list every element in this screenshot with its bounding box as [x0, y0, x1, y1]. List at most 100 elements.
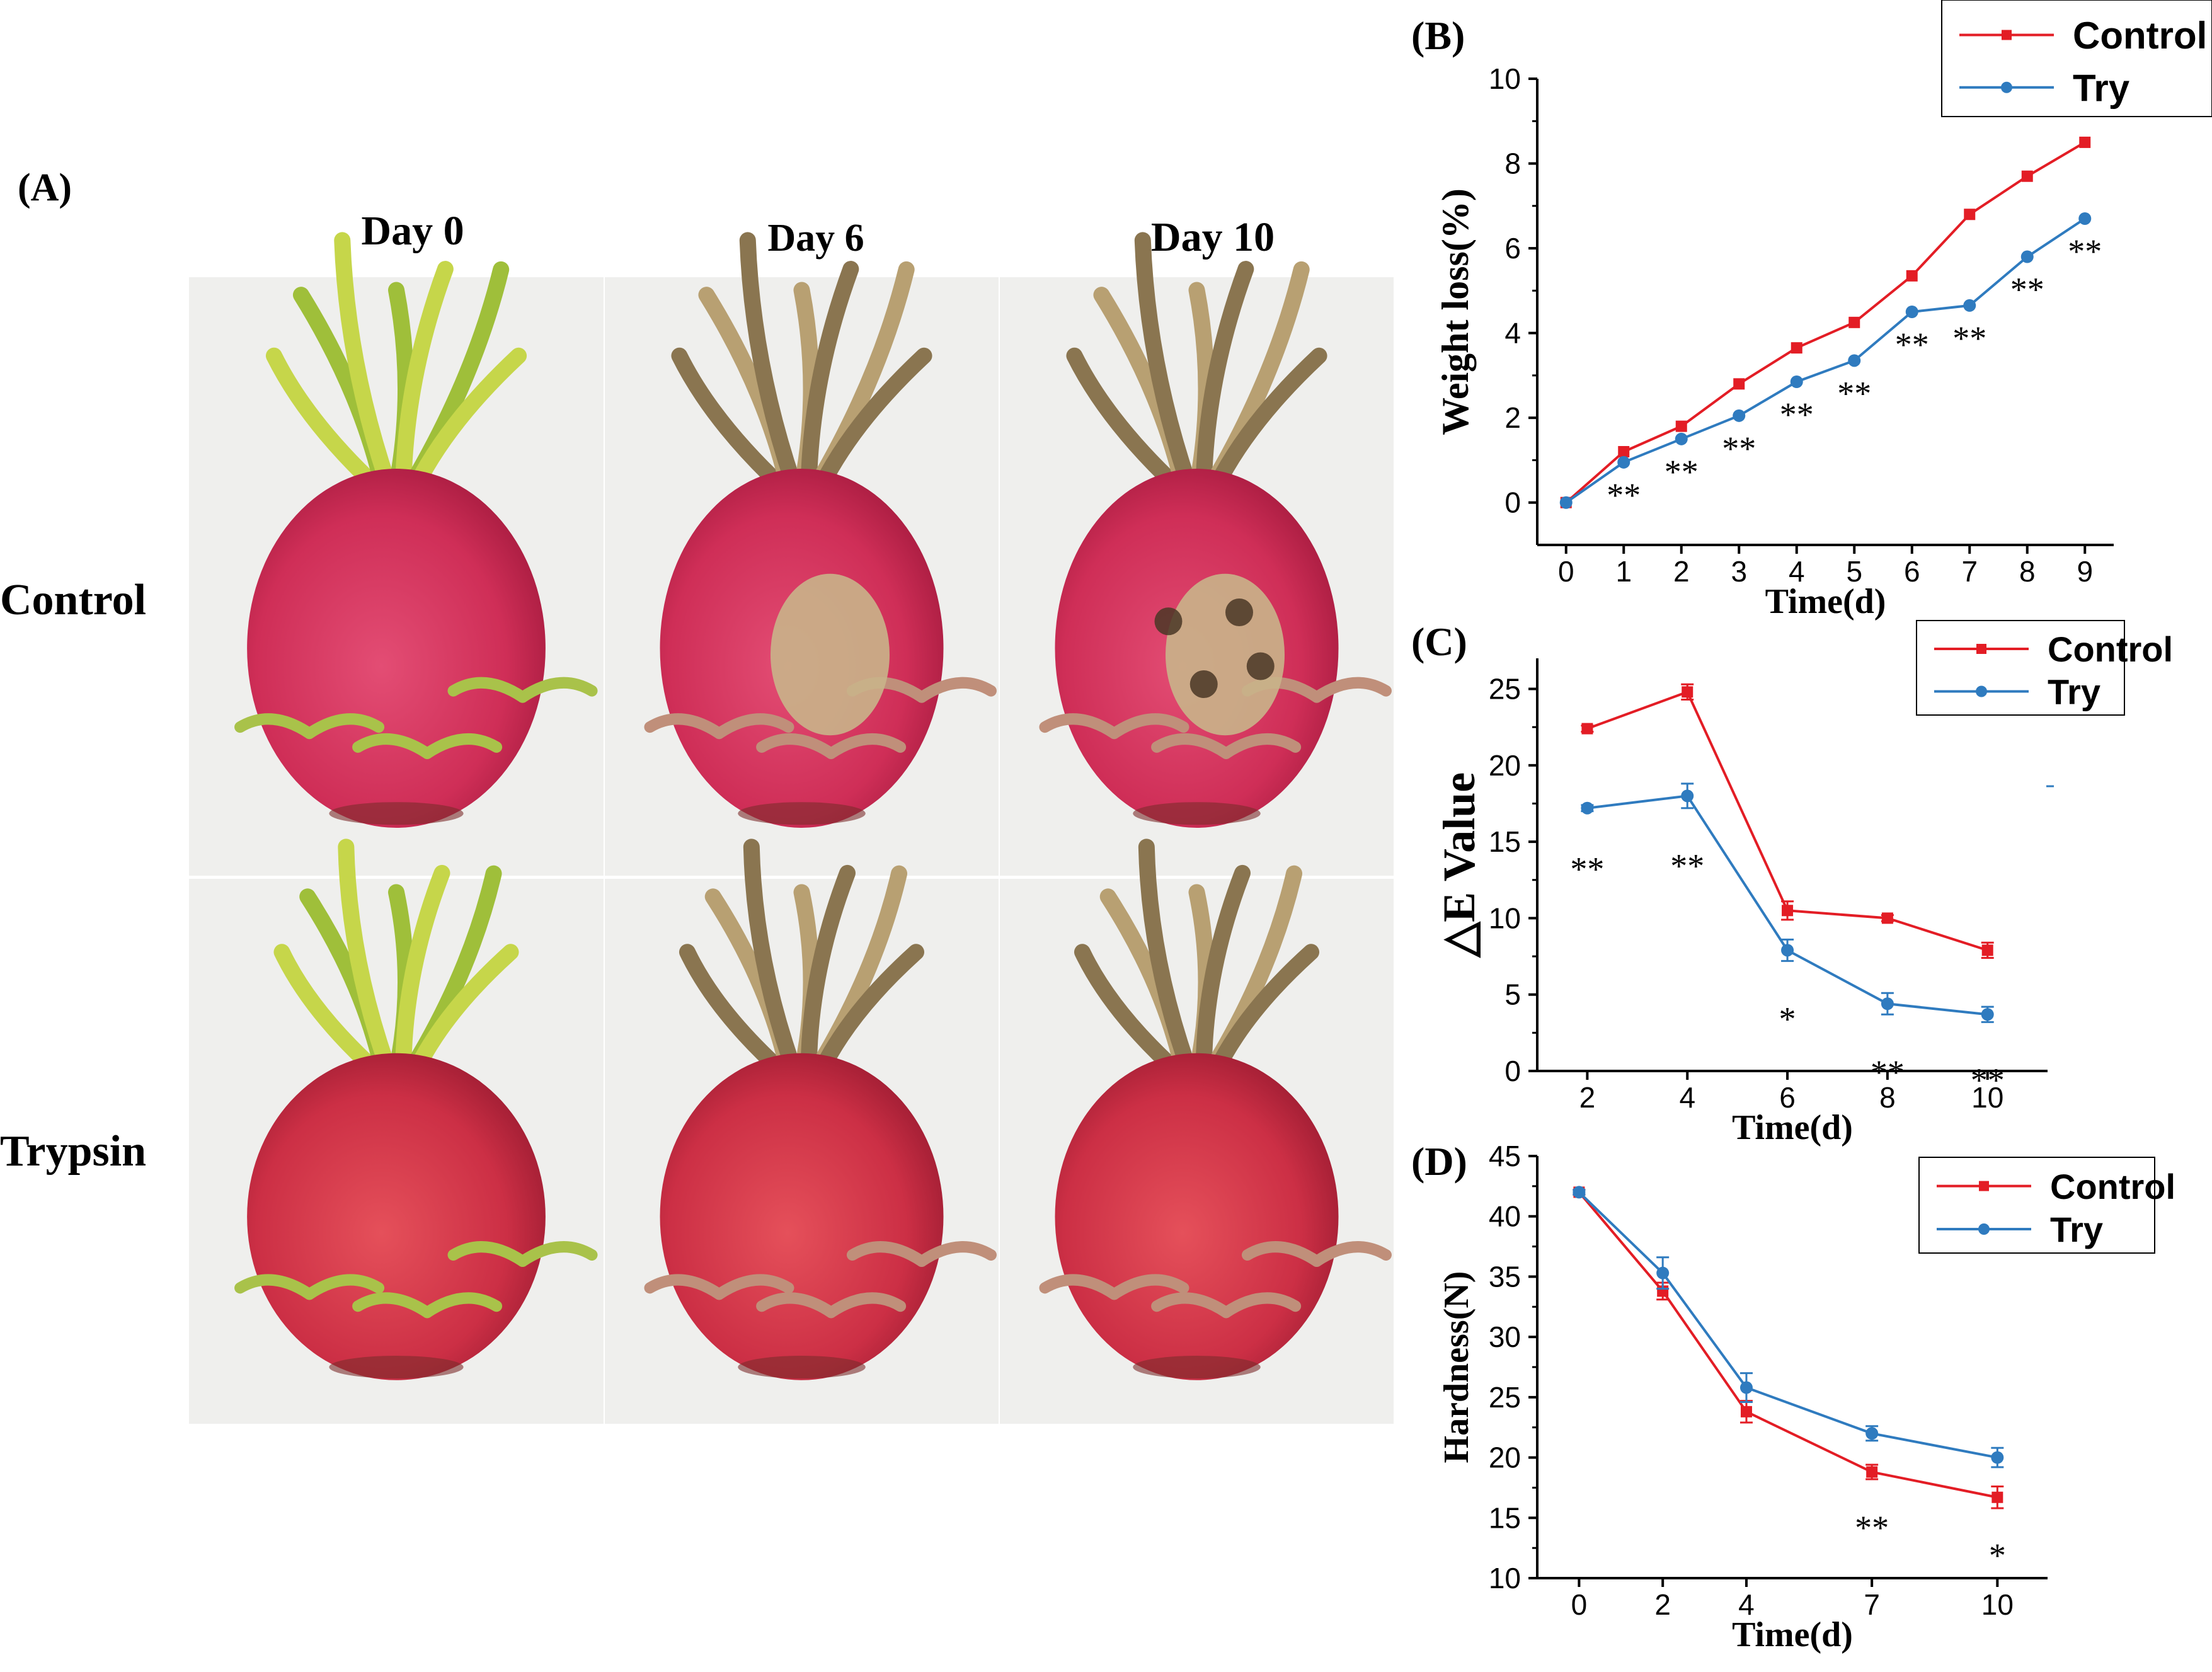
legend-label-try: Try	[2048, 672, 2100, 712]
significance-marker: **	[1895, 326, 1929, 364]
data-point-control	[1981, 944, 1993, 956]
significance-marker: *	[1989, 1537, 2006, 1574]
legend-marker	[1978, 1223, 1990, 1235]
data-point-control	[1991, 1491, 2003, 1503]
data-point-try	[1790, 375, 1803, 388]
data-point-try	[1733, 409, 1746, 422]
significance-marker: **	[1607, 476, 1641, 514]
significance-marker: *	[1779, 1000, 1796, 1038]
fruit-photo-control-day-6	[605, 232, 999, 876]
data-point-control	[1675, 420, 1687, 432]
legend-box	[1918, 1157, 2155, 1254]
x-tick-label: 2	[1673, 555, 1690, 588]
x-tick-label: 5	[1846, 555, 1862, 588]
legend-marker	[1976, 685, 1987, 697]
data-point-try	[1739, 1381, 1753, 1394]
significance-marker: **	[1971, 1061, 2005, 1099]
y-tick-label: 5	[1504, 978, 1521, 1011]
data-point-try	[1617, 455, 1630, 469]
y-tick-label: 45	[1489, 1140, 1521, 1172]
fruit-photo-trypsin-day-0	[189, 839, 604, 1424]
data-point-try	[2020, 250, 2034, 263]
y-tick-label: 25	[1489, 673, 1521, 706]
data-point-control	[2021, 170, 2033, 182]
legend-marker	[2002, 30, 2012, 40]
y-tick-label: 30	[1489, 1320, 1521, 1353]
series-line-try	[1565, 217, 2086, 504]
x-tick-label: 9	[2077, 555, 2093, 588]
x-tick-label: 4	[1679, 1081, 1695, 1114]
significance-marker: **	[1570, 850, 1604, 888]
legend: Control Try	[1941, 0, 2212, 117]
x-tick-label: 3	[1731, 555, 1747, 588]
y-axis-title: △E Value	[1434, 772, 1484, 958]
x-tick-label: 2	[1654, 1588, 1671, 1621]
data-point-try	[1675, 432, 1688, 445]
panel-a-label: (A)	[18, 166, 72, 209]
significance-marker: **	[1855, 1509, 1889, 1547]
chart-b-weight-loss: 0 2 4 6 8 10 0 1 2 3 4 5 6 7 8 9 Time(d) Weight loss(%) **…	[1435, 0, 2212, 621]
y-tick-label: 8	[1504, 147, 1521, 180]
fruit-photo-grid	[189, 232, 1394, 1424]
data-point-control	[1848, 316, 1860, 328]
legend-box	[1941, 0, 2212, 117]
y-tick-label: 40	[1489, 1200, 1521, 1233]
y-axis-title: Hardness(N)	[1437, 1271, 1476, 1463]
legend-box	[1916, 620, 2125, 716]
panel-c-label: (C)	[1411, 619, 1467, 664]
column-head-day-0: Day 0	[361, 208, 464, 254]
x-tick-label: 8	[1879, 1081, 1896, 1114]
data-point-try	[1865, 1427, 1879, 1440]
y-tick-label: 4	[1504, 317, 1521, 350]
fruit-photo-trypsin-day-10	[1000, 839, 1394, 1424]
row-head-control: Control	[0, 576, 146, 624]
data-point-try	[1905, 306, 1918, 318]
chart-d-hardness: 10 15 20 25 30 35 40 45 0 2 4 7 10 Time(d) Hardness(N)…	[1437, 1140, 2175, 1654]
x-tick-label: 10	[1981, 1588, 2014, 1621]
legend-label-try: Try	[2073, 67, 2130, 109]
data-point-control	[1740, 1406, 1752, 1417]
y-tick-label: 15	[1489, 825, 1521, 858]
y-tick-label: 2	[1504, 401, 1521, 434]
data-point-control	[1866, 1466, 1878, 1478]
x-axis-title: Time(d)	[1732, 1615, 1853, 1654]
significance-marker: **	[1871, 1053, 1905, 1091]
y-tick-label: 0	[1504, 486, 1521, 519]
data-point-control	[1906, 270, 1918, 282]
y-tick-label: 25	[1489, 1381, 1521, 1414]
significance-marker: **	[1837, 374, 1871, 412]
column-head-day-6: Day 6	[767, 217, 864, 260]
row-head-trypsin: Trypsin	[0, 1127, 146, 1176]
fruit-photo-control-day-10	[1000, 232, 1394, 876]
data-point-try	[1581, 801, 1594, 815]
x-tick-label: 7	[1864, 1588, 1880, 1621]
significance-marker: **	[2068, 232, 2102, 270]
x-axis-title: Time(d)	[1765, 582, 1886, 621]
legend-label-control: Control	[2050, 1167, 2175, 1206]
x-tick-label: 4	[1789, 555, 1805, 588]
y-tick-label: 10	[1489, 1562, 1521, 1595]
y-tick-label: 0	[1504, 1055, 1521, 1087]
significance-marker: **	[2010, 271, 2044, 309]
data-point-control	[1733, 378, 1745, 390]
legend-label-control: Control	[2073, 14, 2207, 57]
significance-marker: **	[1780, 396, 1814, 433]
significance-marker: **	[1952, 319, 1986, 357]
y-tick-label: 15	[1489, 1501, 1521, 1534]
data-point-control	[2079, 136, 2091, 148]
x-tick-label: 6	[1904, 555, 1920, 588]
data-point-control	[1581, 723, 1593, 735]
data-point-control	[1964, 209, 1976, 220]
data-point-control	[1791, 342, 1802, 354]
data-point-try	[1559, 496, 1573, 509]
data-point-try	[1881, 997, 1894, 1011]
y-tick-label: 10	[1489, 902, 1521, 934]
data-point-try	[1963, 299, 1976, 312]
significance-marker: **	[1670, 847, 1704, 885]
data-point-try	[1681, 789, 1694, 803]
legend-label-try: Try	[2050, 1210, 2103, 1249]
panel-d-label: (D)	[1411, 1139, 1467, 1184]
